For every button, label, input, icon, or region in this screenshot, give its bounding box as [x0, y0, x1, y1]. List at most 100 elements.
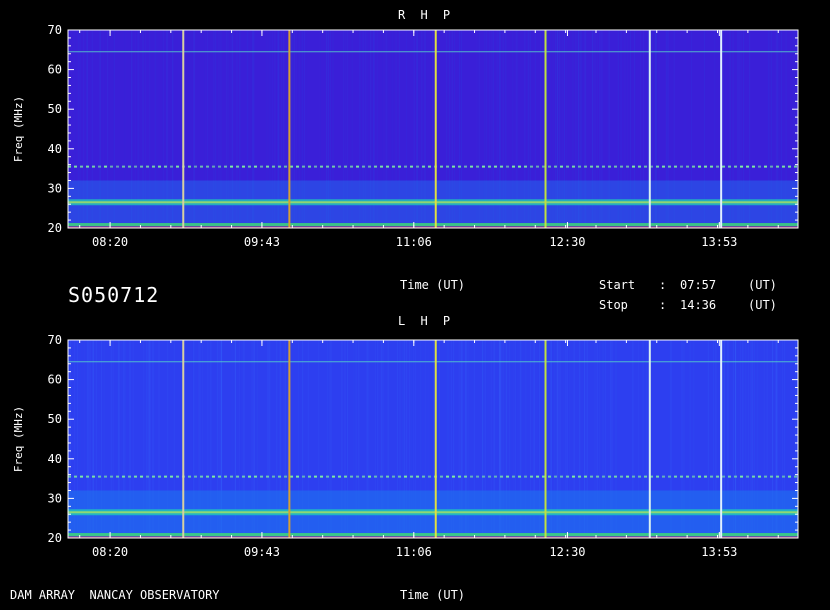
rhp-noise-streak [252, 30, 254, 228]
lhp-band-dot [656, 475, 659, 478]
rhp-band-dot [206, 165, 209, 168]
lhp-band-dot [632, 475, 635, 478]
lhp-noise-streak [366, 340, 368, 538]
rhp-band-dot [452, 165, 455, 168]
rhp-noise-streak [556, 30, 558, 228]
rhp-noise-streak [155, 30, 157, 228]
lhp-noise-streak [83, 340, 85, 538]
lhp-noise-streak [218, 340, 220, 538]
rhp-band-dot [164, 165, 167, 168]
rhp-ytick-label: 50 [48, 102, 62, 116]
rhp-noise-streak [391, 30, 393, 228]
rhp-noise-streak [239, 30, 241, 228]
lhp-noise-streak [596, 340, 598, 538]
lhp-band-dot [740, 475, 743, 478]
rhp-noise-streak [276, 30, 278, 228]
rhp-band-dot [710, 165, 713, 168]
lhp-noise-streak [741, 340, 743, 538]
rhp-noise-streak [305, 30, 307, 228]
lhp-band-dot [728, 475, 731, 478]
lhp-ytick-label: 30 [48, 491, 62, 505]
lhp-band-dot [278, 475, 281, 478]
rhp-band-dot [650, 165, 653, 168]
rhp-band-dot [362, 165, 365, 168]
lhp-noise-streak [283, 340, 285, 538]
lhp-noise-streak [280, 340, 282, 538]
rhp-noise-streak [91, 30, 93, 228]
lhp-noise-streak [549, 340, 551, 538]
rhp-band-dot [590, 165, 593, 168]
lhp-noise-streak [734, 340, 736, 538]
rhp-noise-streak [156, 30, 158, 228]
lhp-noise-streak [69, 340, 71, 538]
lhp-noise-streak [198, 340, 200, 538]
lhp-noise-streak [735, 340, 737, 538]
lhp-band-dot [74, 475, 77, 478]
lhp-noise-streak [554, 340, 556, 538]
lhp-noise-streak [446, 340, 448, 538]
lhp-noise-streak [424, 340, 426, 538]
lhp-noise-streak [216, 340, 218, 538]
rhp-noise-streak [131, 30, 133, 228]
lhp-band-dot [716, 475, 719, 478]
rhp-band-dot [296, 165, 299, 168]
rhp-noise-streak [194, 30, 196, 228]
rhp-band-strip [68, 223, 798, 227]
rhp-noise-streak [563, 30, 565, 228]
lhp-noise-streak [380, 340, 382, 538]
lhp-noise-streak [745, 340, 747, 538]
lhp-noise-streak [74, 340, 76, 538]
lhp-noise-streak [509, 340, 511, 538]
rhp-band-dot [248, 165, 251, 168]
rhp-band-dot [752, 165, 755, 168]
lhp-noise-streak [734, 340, 736, 538]
lhp-noise-streak [564, 340, 566, 538]
rhp-noise-streak [180, 30, 182, 228]
lhp-band-dot [710, 475, 713, 478]
lhp-noise-streak [586, 340, 588, 538]
lhp-noise-streak [192, 340, 194, 538]
rhp-noise-streak [714, 30, 716, 228]
lhp-ytick-label: 60 [48, 373, 62, 387]
rhp-noise-streak [540, 30, 542, 228]
rhp-band-dot [704, 165, 707, 168]
rhp-noise-streak [290, 30, 292, 228]
rhp-noise-streak [172, 30, 174, 228]
rhp-noise-streak [343, 30, 345, 228]
lhp-noise-streak [735, 340, 737, 538]
lhp-band-dot [680, 475, 683, 478]
lhp-band-dot [302, 475, 305, 478]
lhp-noise-streak [302, 340, 304, 538]
rhp-band-dot [320, 165, 323, 168]
lhp-band-dot [410, 475, 413, 478]
lhp-noise-streak [216, 340, 218, 538]
rhp-noise-streak [327, 30, 329, 228]
rhp-band-dot [404, 165, 407, 168]
lhp-noise-streak [505, 340, 507, 538]
rhp-band-dot [350, 165, 353, 168]
rhp-band-dot [170, 165, 173, 168]
rhp-noise-streak [559, 30, 561, 228]
rhp-noise-streak [382, 30, 384, 228]
lhp-band-dot [620, 475, 623, 478]
lhp-noise-streak [404, 340, 406, 538]
rhp-noise-streak [608, 30, 610, 228]
rhp-band-dot [92, 165, 95, 168]
lhp-noise-streak [707, 340, 709, 538]
lhp-noise-streak [279, 340, 281, 538]
rhp-noise-streak [575, 30, 577, 228]
lhp-band-dot [284, 475, 287, 478]
lhp-noise-streak [450, 340, 452, 538]
lhp-band-dot [698, 475, 701, 478]
lhp-noise-streak [195, 340, 197, 538]
rhp-noise-streak [236, 30, 238, 228]
rhp-band-dot [440, 165, 443, 168]
rhp-noise-streak [446, 30, 448, 228]
rhp-band-dot [134, 165, 137, 168]
lhp-band-dot [752, 475, 755, 478]
rhp-band-dot [218, 165, 221, 168]
rhp-noise-streak [451, 30, 453, 228]
lhp-noise-streak [466, 340, 468, 538]
rhp-noise-streak [413, 30, 415, 228]
rhp-noise-streak [398, 30, 400, 228]
